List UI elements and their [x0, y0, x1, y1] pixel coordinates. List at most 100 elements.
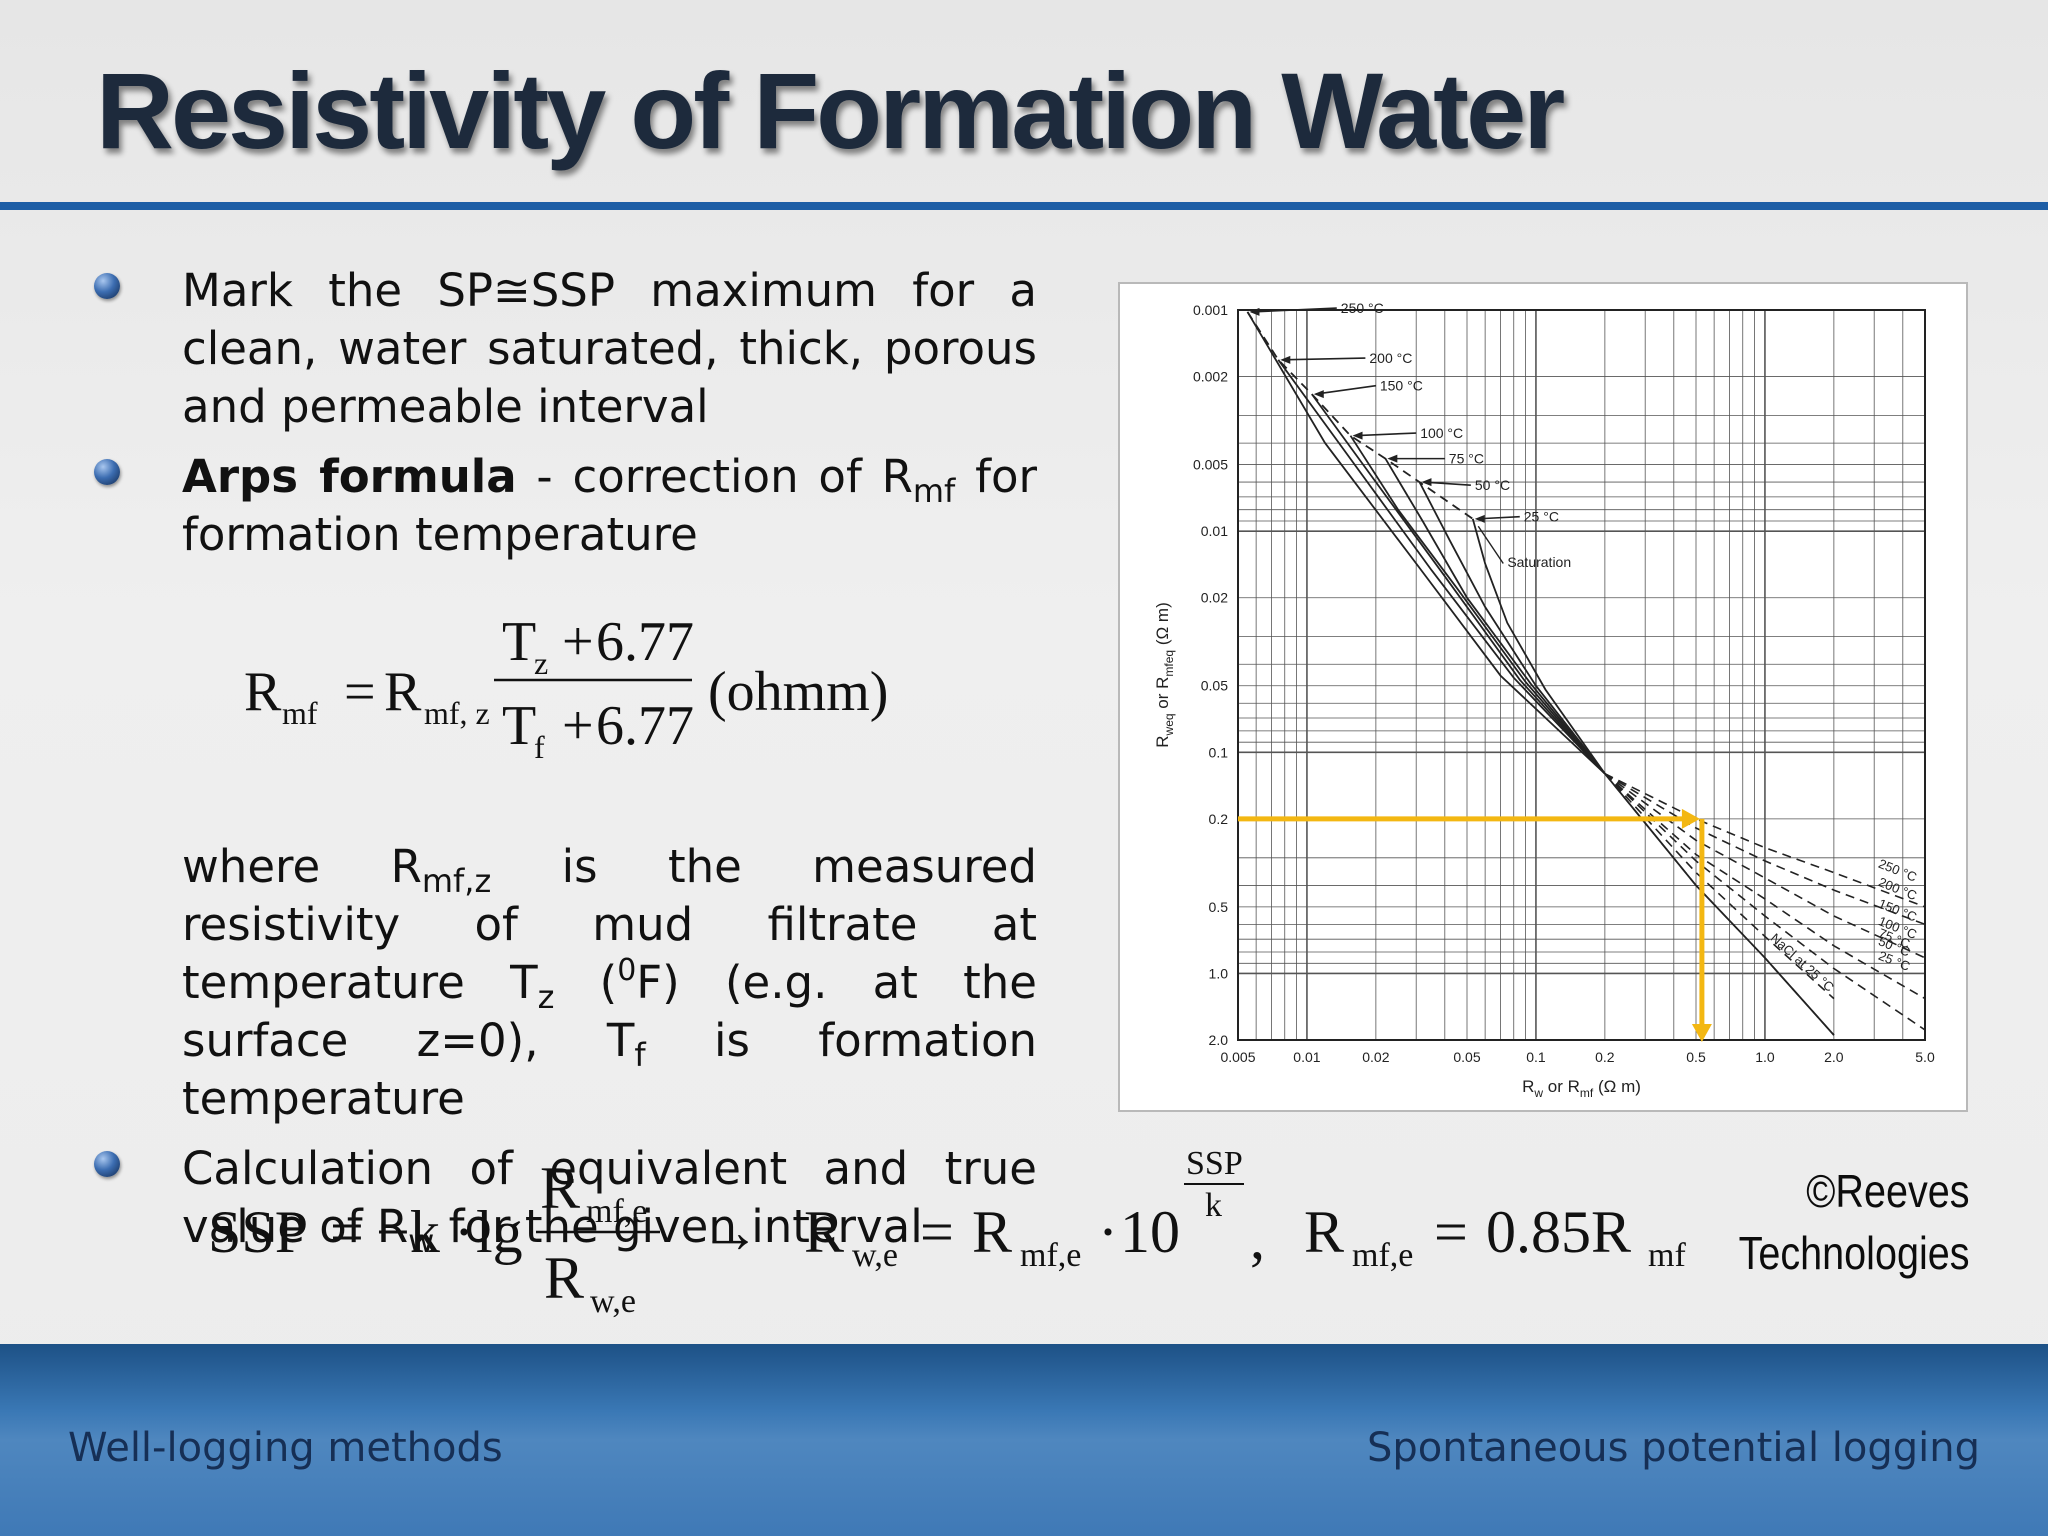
eq-symbol: R: [244, 661, 282, 723]
y-axis-label-part: weq: [1162, 713, 1176, 736]
saturation-leader: [1477, 525, 1504, 564]
temp-curve-solid: [1349, 435, 1606, 775]
arps-equation: R mf = R mf, z T z + 6.77 T f + 6.77 (oh…: [244, 612, 888, 762]
subscript: mf,z: [421, 862, 492, 900]
eq-lg: lg: [476, 1199, 523, 1265]
y-tick-label: 0.1: [1209, 744, 1229, 760]
x-axis-label-part: or R: [1543, 1077, 1580, 1096]
eq-unit: (ohmm): [708, 661, 888, 723]
x-tick-label: 0.1: [1526, 1049, 1546, 1065]
callout-arrow-head: [1421, 478, 1432, 487]
eq-exp-denominator: k: [1205, 1187, 1222, 1224]
temp-curve-solid: [1384, 458, 1606, 775]
rw-chart-svg: 0.005 0.01 0.02 0.05 0.1 0.2 0.5 1.0 2.0 5.0 0.001…: [1153, 300, 1935, 1100]
bullet-icon: [94, 273, 120, 299]
bullet-item-sp-max: Mark the SP≅SSP maximum for a clean, wat…: [92, 262, 1037, 436]
x-tick-label: 0.05: [1453, 1049, 1480, 1065]
para-text: F) (e.g. at the surface z=0), T: [182, 956, 1037, 1067]
eq-subscript: mf: [1648, 1237, 1686, 1274]
temp-curve-solid: [1418, 481, 1606, 775]
saturation-curve: [1246, 311, 1474, 520]
ssp-equation: SSP = −k · lg R mf,e R w,e → R w,e = R m…: [208, 1150, 1686, 1320]
y-tick-label: 0.01: [1201, 523, 1228, 539]
footer-band: [0, 1344, 2048, 1536]
eq-plus: +: [562, 612, 594, 673]
bullet-icon: [94, 1151, 120, 1177]
callout-arrow-head: [1387, 454, 1398, 463]
eq-dot: ·: [454, 1199, 474, 1265]
callout-label: 250 °C: [1341, 300, 1384, 316]
eq-comma: ,: [1250, 1205, 1265, 1271]
x-tick-label: 1.0: [1755, 1049, 1775, 1065]
highlight-arrowhead-right: [1681, 808, 1700, 829]
subscript: w: [408, 1222, 435, 1260]
slide-title: Resistivity of Formation Water: [96, 50, 1565, 171]
para-text: is formation temperature: [182, 1014, 1037, 1125]
bullet-text: Calculation of equivalent and true value…: [182, 1142, 1037, 1253]
y-axis-label-part: or R: [1153, 677, 1172, 714]
eq-symbol: R: [804, 1199, 844, 1265]
x-axis-label-part: w: [1533, 1086, 1543, 1100]
temp-curve-solid: [1246, 311, 1606, 775]
temp-curve-solid: [1277, 359, 1606, 775]
temp-curve-solid: [1471, 518, 1606, 775]
y-tick-label: 0.02: [1201, 590, 1228, 606]
footer-topic-title: Spontaneous potential logging: [1366, 1425, 1980, 1471]
callout-arrow-head: [1249, 307, 1260, 316]
x-tick-label: 5.0: [1915, 1049, 1935, 1065]
callout-arrow-line: [1354, 432, 1417, 437]
eq-coefficient: 0.85R: [1486, 1199, 1631, 1265]
eq-exp-numerator: SSP: [1186, 1150, 1243, 1182]
y-tick-label: 0.05: [1201, 678, 1228, 694]
copyright-line: Technologies: [1739, 1227, 1970, 1279]
eq-symbol: R: [1304, 1199, 1344, 1265]
temp-curve-solid: [1311, 393, 1606, 775]
subscript: f: [634, 1036, 646, 1074]
x-tick-label: 0.01: [1293, 1049, 1320, 1065]
superscript: 0: [617, 953, 637, 988]
callout-arrow-line: [1251, 307, 1337, 313]
x-tick-label: 0.005: [1220, 1049, 1255, 1065]
callout-label: 150 °C: [1380, 378, 1423, 394]
eq-subscript: w,e: [590, 1283, 636, 1320]
x-tick-label: 2.0: [1824, 1049, 1844, 1065]
callout-arrow-head: [1280, 355, 1291, 364]
callout-arrow-line: [1315, 384, 1376, 395]
bullet-list: Mark the SP≅SSP maximum for a clean, wat…: [92, 262, 1037, 1268]
eq-symbol: R: [544, 1245, 584, 1311]
eq-subscript: mf: [282, 695, 318, 731]
eq-subscript: mf, z: [424, 695, 490, 731]
subscript: z: [537, 978, 555, 1016]
callout-arrow-line: [1282, 357, 1366, 361]
y-tick-label: 0.5: [1209, 899, 1229, 915]
copyright-note: ©Reeves Technologies: [1739, 1160, 1970, 1284]
temp-curve-dashed: [1604, 773, 1926, 926]
eq-symbol: T: [502, 695, 536, 757]
eq-subscript: mf,e: [1020, 1237, 1081, 1274]
copyright-line: ©Reeves: [1806, 1165, 1970, 1217]
eq-equals: =: [330, 1199, 364, 1265]
title-divider: [0, 202, 2048, 210]
bullet-text: for the given interval: [434, 1200, 923, 1253]
eq-ssp: SSP: [208, 1199, 308, 1265]
subscript: mf: [912, 472, 956, 510]
callout-label: 100 °C: [1420, 425, 1463, 441]
highlight-arrowhead-down: [1691, 1024, 1712, 1042]
bullet-bold-text: Arps formula: [182, 450, 517, 503]
x-axis-label: Rw or Rmf (Ω m): [1522, 1077, 1641, 1100]
temp-curve-dashed: [1604, 773, 1835, 1000]
para-text: where R: [182, 840, 422, 893]
callout-label: 50 °C: [1475, 477, 1510, 493]
temp-curve-dashed: [1604, 773, 1926, 1000]
eq-equals: =: [344, 661, 376, 723]
eq-equals: =: [1434, 1199, 1468, 1265]
callout-label: 25 °C: [1524, 509, 1559, 525]
eq-symbol: R: [540, 1155, 580, 1221]
rw-chart: 0.005 0.01 0.02 0.05 0.1 0.2 0.5 1.0 2.0 5.0 0.001…: [1118, 282, 1968, 1112]
footer-course-title: Well-logging methods: [68, 1425, 503, 1471]
eq-plus: +: [562, 695, 594, 757]
bullet-text: Mark the SP≅SSP maximum for a clean, wat…: [182, 264, 1037, 433]
callout-label: 75 °C: [1449, 451, 1484, 467]
eq-constant: 6.77: [596, 612, 694, 673]
y-axis-label: Rweq or Rmfeq (Ω m): [1153, 602, 1176, 747]
